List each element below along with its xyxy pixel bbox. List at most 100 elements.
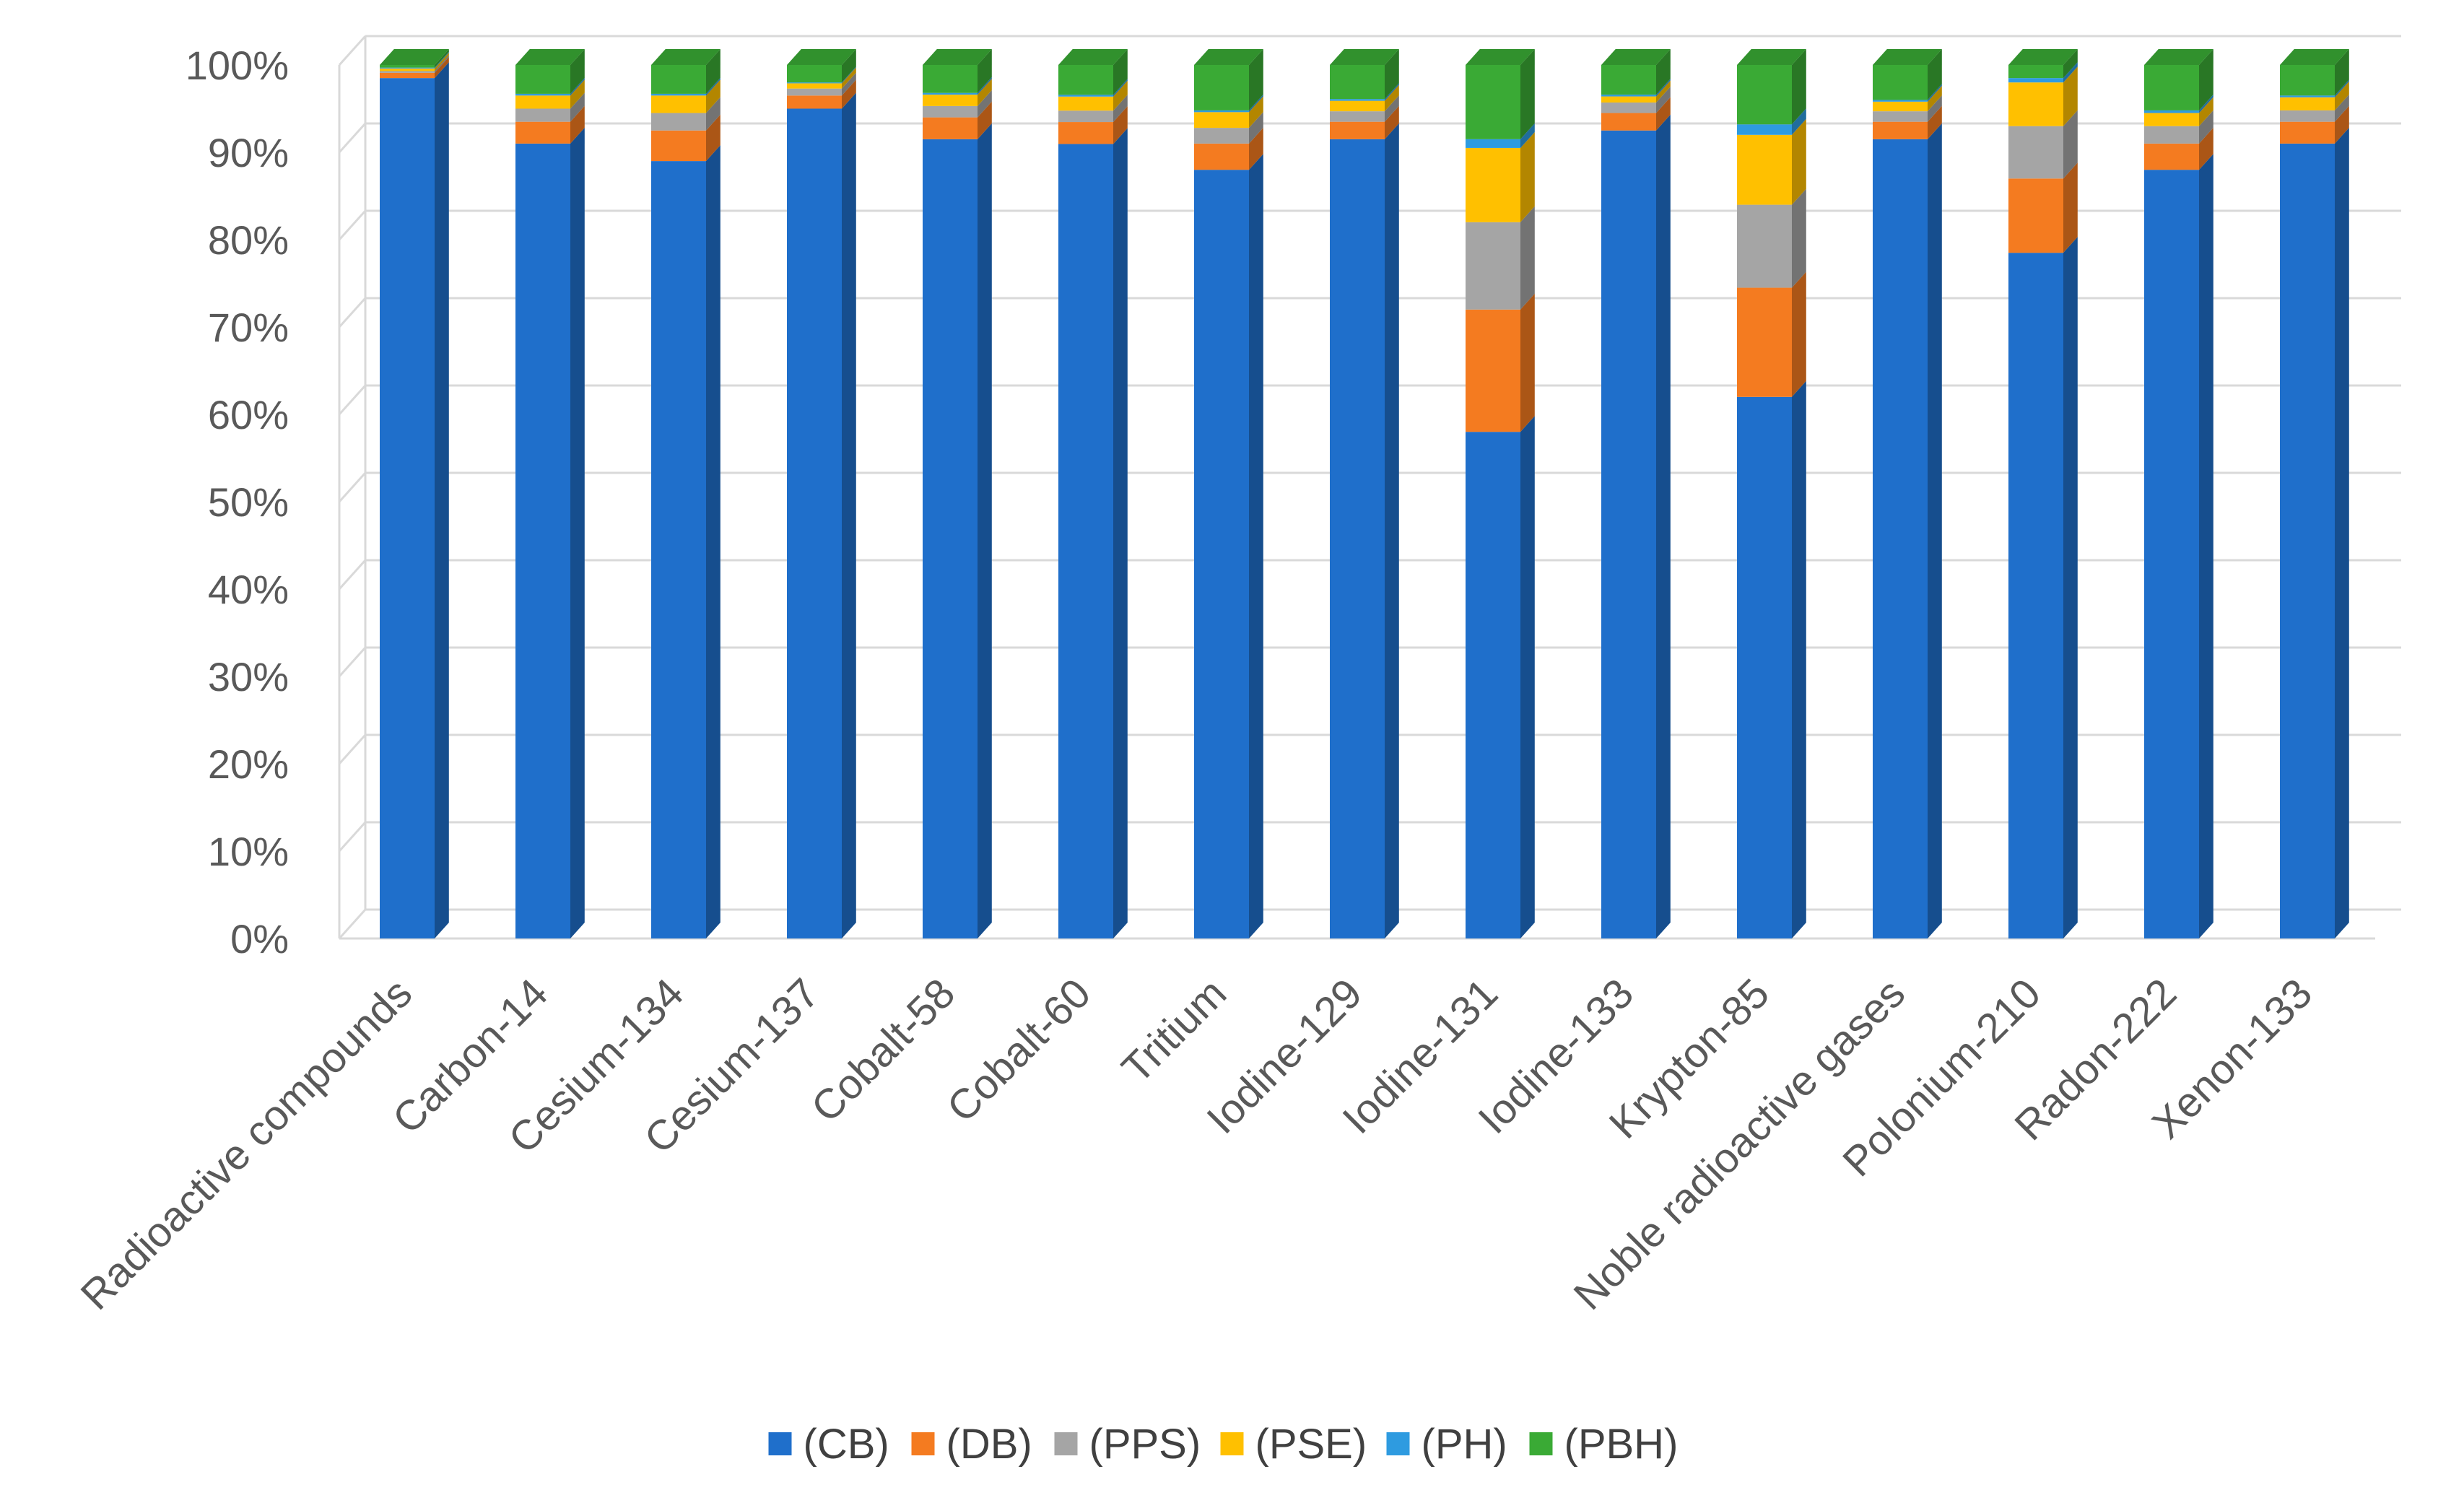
bar-segment-side: [2199, 49, 2213, 110]
bar-segment: [2144, 143, 2199, 170]
bar-segment-side: [2199, 94, 2213, 113]
bar-segment: [2008, 65, 2063, 79]
bar-segment: [1330, 139, 1385, 939]
bar-segment: [1058, 110, 1113, 123]
bar-stack: [923, 49, 992, 939]
legend-label: (PBH): [1564, 1421, 1679, 1468]
bar-segment: [651, 95, 706, 113]
bar-segment-side: [1249, 127, 1263, 170]
bar-segment: [1601, 65, 1656, 95]
bar-segment-side: [435, 56, 449, 79]
legend-label: (PPS): [1089, 1421, 1201, 1468]
bar-segment: [1194, 143, 1249, 170]
bar-segment-side: [706, 79, 721, 113]
bar-segment-side: [1520, 49, 1535, 139]
bar-segment: [923, 92, 978, 95]
bar-segment: [1873, 101, 1928, 112]
bar-stack: [1737, 49, 1806, 938]
bar-segment: [2144, 170, 2199, 939]
gridline-side: [338, 559, 367, 591]
bar-segment-side: [706, 114, 721, 162]
bar-segment: [515, 93, 570, 96]
legend-label: (PSE): [1255, 1421, 1367, 1468]
bar-segment-side: [1928, 105, 1942, 139]
bar-segment: [1058, 65, 1113, 95]
bar-segment: [2144, 110, 2199, 113]
bar-segment-side: [1656, 87, 1671, 113]
bar-segment-side: [570, 49, 585, 94]
bar-segment: [651, 113, 706, 131]
bar-segment: [787, 95, 842, 109]
y-tick-label: 100%: [186, 43, 289, 88]
bar-segment: [651, 161, 706, 939]
bar-segment: [1601, 96, 1656, 103]
gridline-side: [338, 35, 367, 66]
bar-stack: [1601, 49, 1671, 938]
bar-segment: [380, 72, 435, 79]
bar-segment-side: [2335, 94, 2349, 122]
bar-segment: [923, 105, 978, 118]
bar-segment-side: [978, 101, 992, 139]
x-category-label: Cobalt-60: [938, 970, 1100, 1131]
gridline-side: [338, 733, 367, 765]
y-tick-label: 20%: [208, 741, 289, 787]
legend-label: (CB): [804, 1421, 889, 1468]
bar-segment: [1873, 121, 1928, 139]
bar-segment-side: [978, 90, 992, 118]
legend-swatch: [1386, 1432, 1410, 1455]
bar-segment-side: [435, 49, 449, 68]
bar-stack: [2144, 49, 2213, 939]
bar-top: [787, 49, 856, 65]
bar-stack: [651, 49, 721, 939]
bar-segment-side: [1249, 96, 1263, 128]
bar-segment-side: [2199, 154, 2213, 939]
gridline-side: [338, 646, 367, 678]
bar-segment-side: [2335, 79, 2349, 97]
bar-segment-side: [842, 72, 856, 96]
bar-segment: [515, 143, 570, 938]
bar-segment: [651, 93, 706, 96]
bar-segment-side: [842, 49, 856, 83]
bar-segment-side: [1792, 118, 1806, 205]
bar-segment: [923, 117, 978, 139]
gridline-side: [338, 908, 367, 940]
bar-segment-side: [1113, 106, 1128, 144]
bar-top: [515, 49, 585, 65]
bar-segment-side: [2063, 66, 2078, 126]
bar-segment-side: [2199, 110, 2213, 144]
bar-segment-side: [978, 77, 992, 95]
legend-item: (PSE): [1220, 1421, 1367, 1468]
bar-segment: [1737, 287, 1792, 397]
bar-segment-side: [2063, 110, 2078, 179]
bar-segment: [1601, 103, 1656, 113]
bar-segment: [1466, 147, 1520, 222]
bar-segment-side: [2063, 162, 2078, 253]
legend-swatch: [911, 1432, 935, 1455]
bar-segment-side: [1520, 206, 1535, 310]
bar-segment: [1330, 111, 1385, 122]
bar-segment: [2280, 110, 2335, 122]
bar-segment-side: [706, 145, 721, 939]
bar-segment-side: [1249, 112, 1263, 144]
bar-segment-side: [1385, 49, 1399, 100]
bar-segment-side: [2199, 97, 2213, 126]
legend-swatch: [1054, 1432, 1078, 1455]
bar-segment-side: [706, 77, 721, 96]
bar-segment-side: [1520, 416, 1535, 938]
bar-segment: [2280, 121, 2335, 144]
y-tick-label: 60%: [208, 392, 289, 437]
x-axis-labels: Radioactive compoundsCarbon-14Cesium-134…: [72, 970, 2322, 1319]
bar-stack: [787, 49, 856, 938]
legend-item: (PPS): [1054, 1421, 1201, 1468]
legend-item: (PBH): [1529, 1421, 1679, 1468]
bar-segment: [2280, 97, 2335, 110]
bar-segment: [2144, 65, 2199, 110]
bar-segment: [1737, 124, 1792, 135]
bar-segment: [2280, 95, 2335, 97]
bar-segment: [1737, 134, 1792, 205]
bar-segment-side: [1656, 97, 1671, 131]
x-category-label: Cobalt-58: [802, 970, 964, 1131]
bar-segment-side: [1792, 188, 1806, 288]
bar-segment-side: [2335, 127, 2349, 938]
bar-stack: [2280, 49, 2349, 938]
